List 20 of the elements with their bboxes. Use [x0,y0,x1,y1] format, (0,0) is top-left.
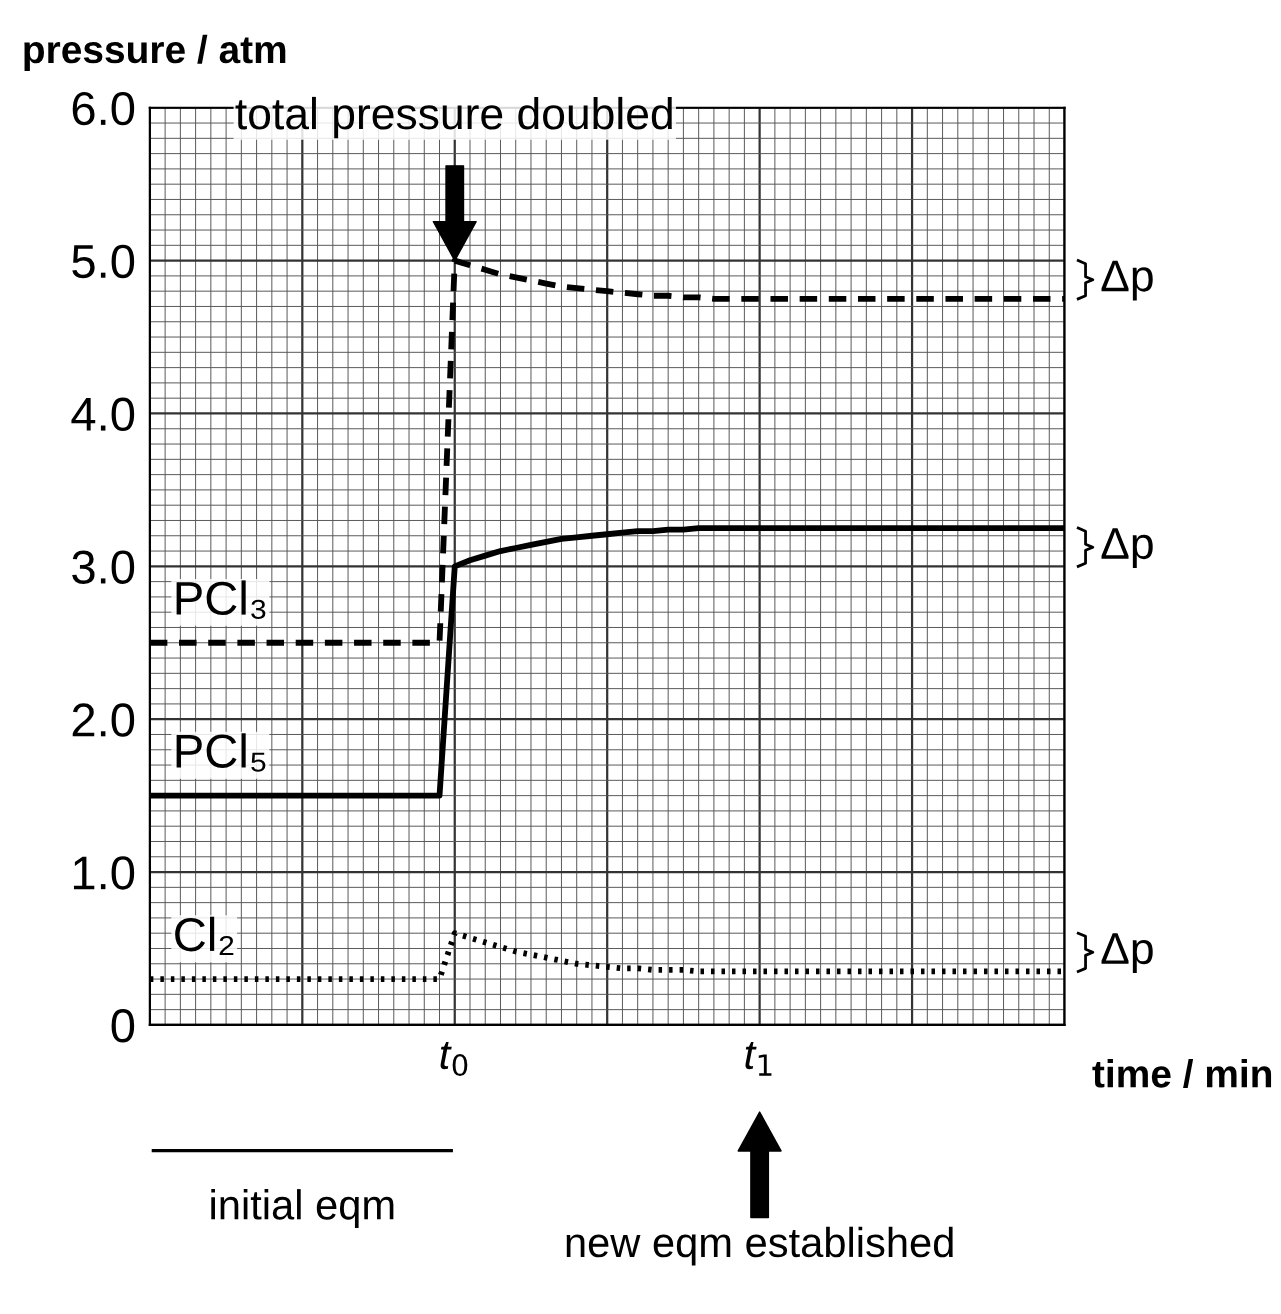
x-tick-label: t$_{1}$ [745,1041,772,1076]
series-label: PCl₃ [176,580,266,619]
text: new eqm established [566,1226,953,1266]
y-tick-label: 4.0 [71,397,135,432]
text: Δp [1101,933,1153,974]
y-tick-label: 3.0 [72,550,135,584]
text: initial eqm [211,1189,394,1228]
series-label: Cl₂ [175,916,234,955]
text: Δp [1101,528,1153,568]
series-label: PCl₅ [176,733,266,772]
x-axis-title: time / min [1092,1059,1272,1089]
text: Δp [1101,260,1153,301]
y-tick-label: 6.0 [72,91,135,126]
annotation: total pressure doubled [235,96,672,139]
y-tick-label: 5.0 [72,244,135,279]
y-tick-label: 0 [111,1009,135,1043]
y-tick-label: 2.0 [72,703,135,737]
y-axis-title: pressure / atm [24,34,286,72]
y-tick-label: 1.0 [73,856,135,890]
x-tick-label: t$_{0}$ [440,1041,468,1077]
